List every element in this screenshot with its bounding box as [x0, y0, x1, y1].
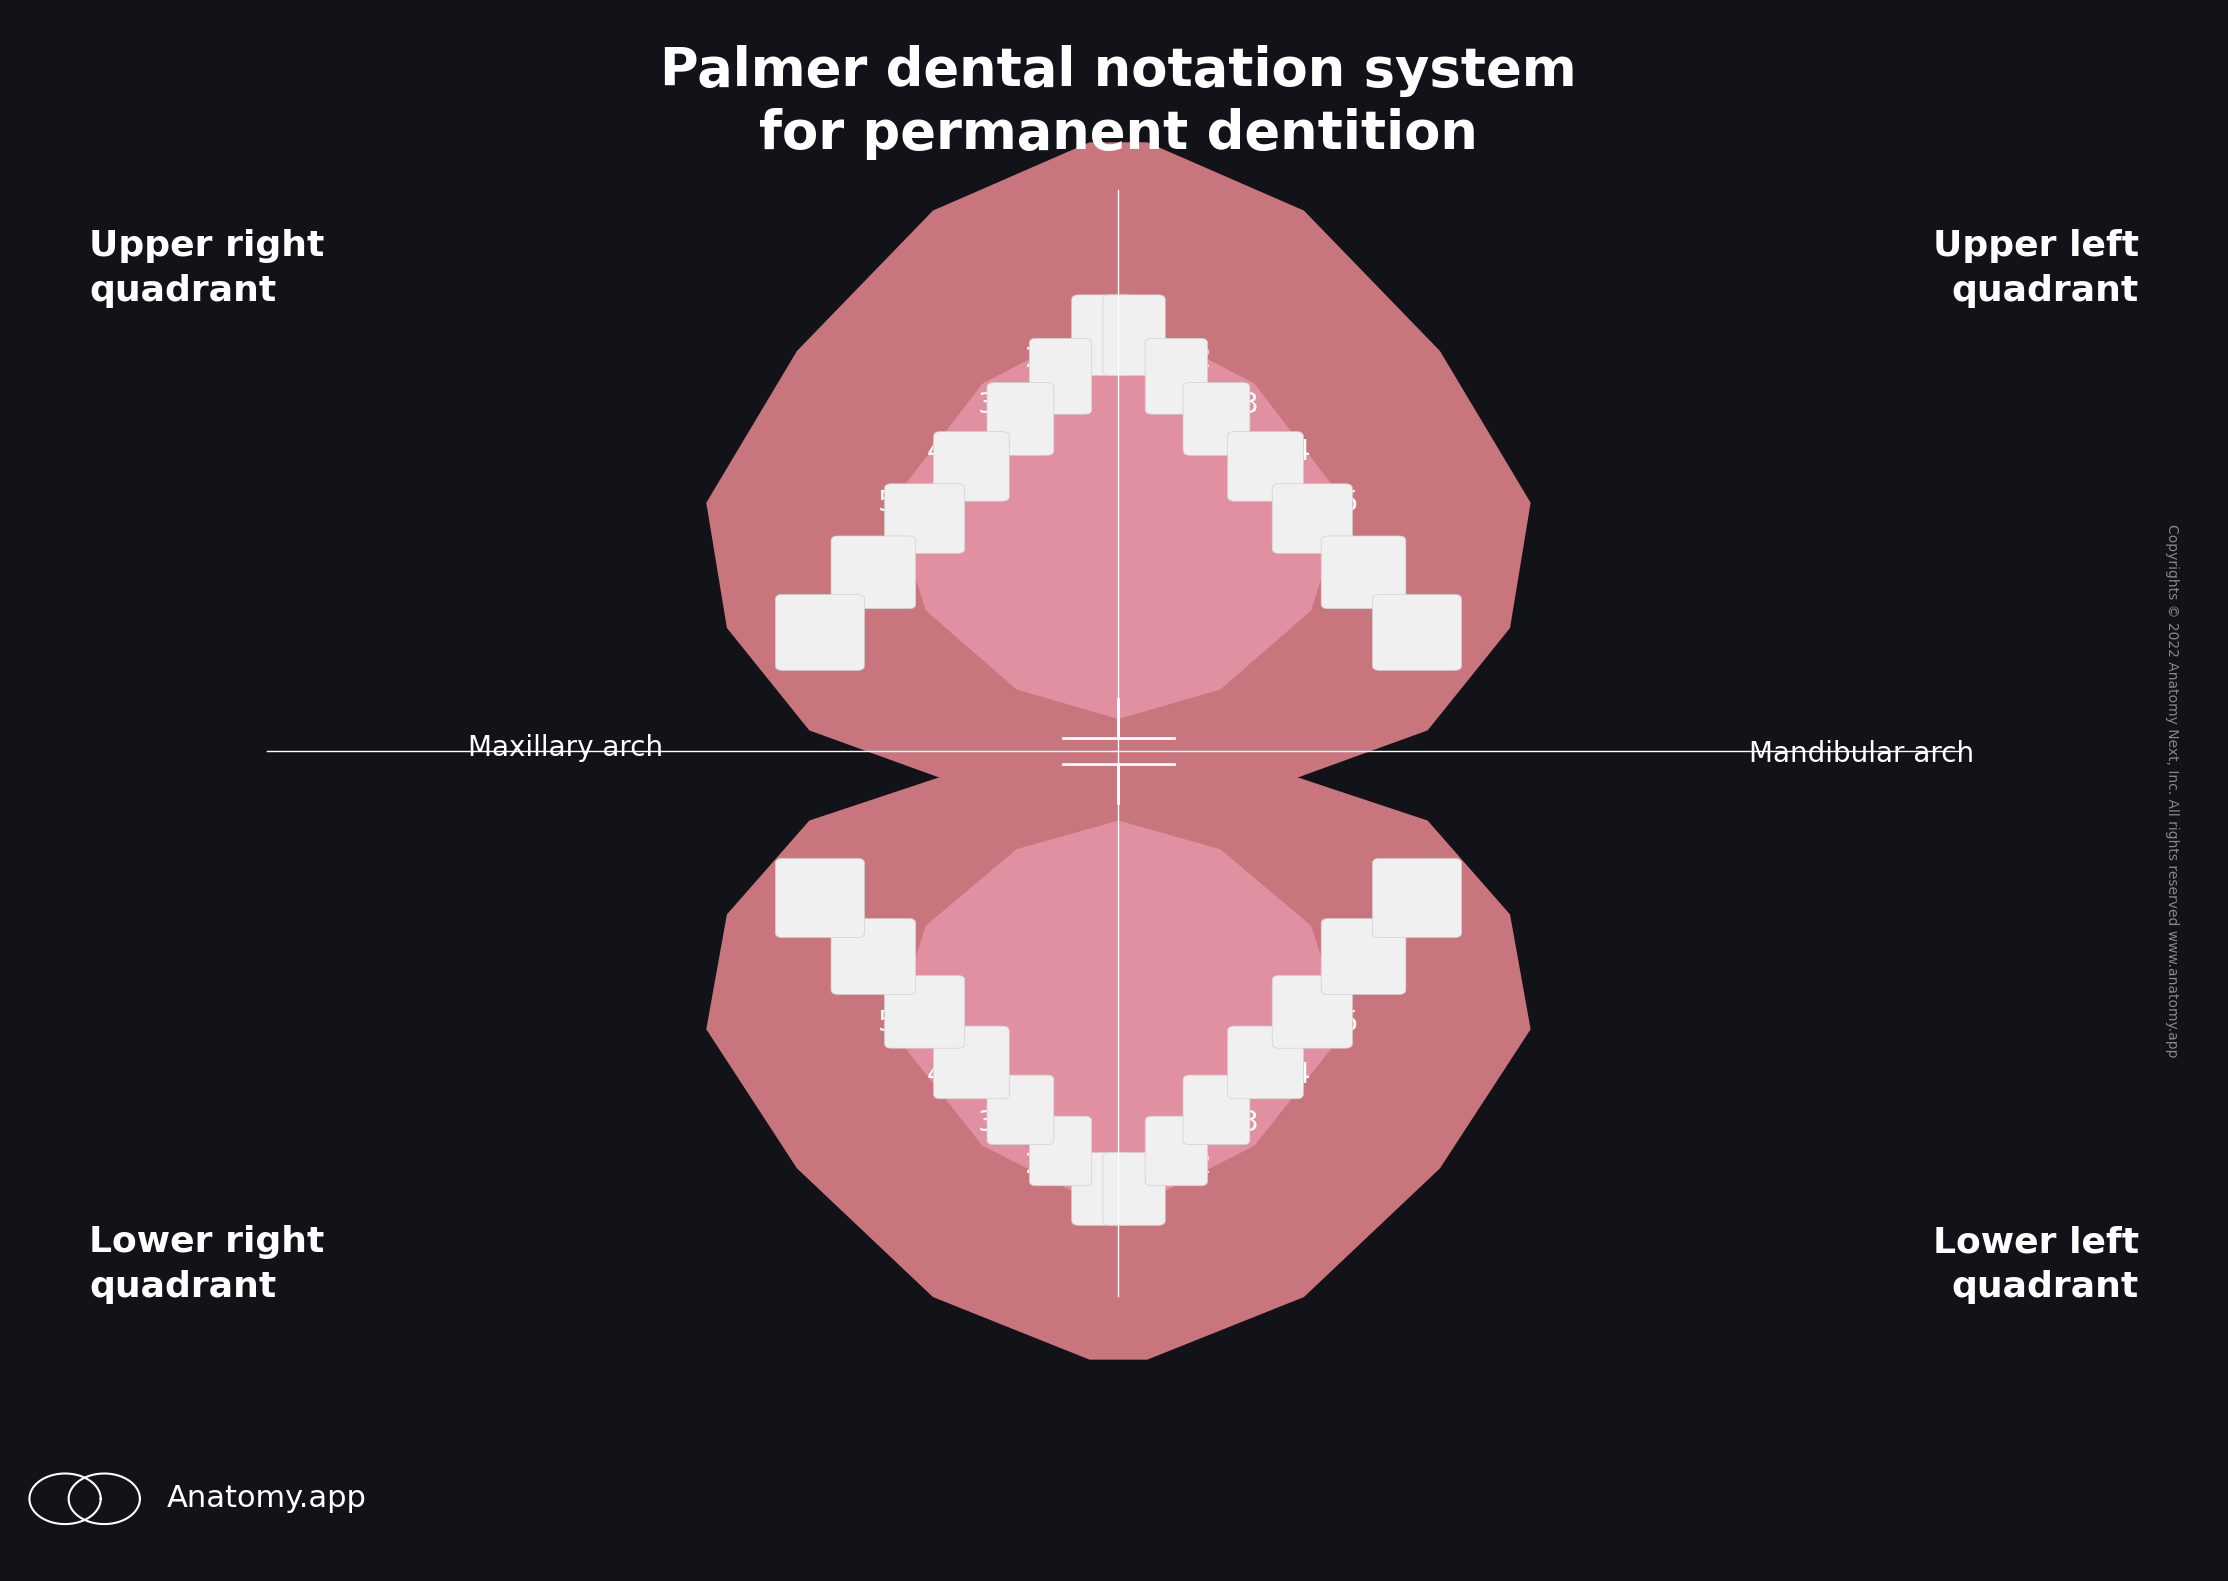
- Text: Maxillary arch: Maxillary arch: [468, 734, 664, 762]
- Polygon shape: [706, 762, 1531, 1360]
- Text: 6: 6: [833, 953, 851, 982]
- FancyBboxPatch shape: [831, 536, 916, 609]
- Text: 3: 3: [1241, 1108, 1259, 1137]
- Text: 1: 1: [1145, 302, 1163, 330]
- FancyBboxPatch shape: [1321, 536, 1406, 609]
- FancyBboxPatch shape: [987, 383, 1054, 455]
- FancyBboxPatch shape: [1029, 338, 1092, 414]
- Text: 6: 6: [1386, 953, 1404, 982]
- Text: 2: 2: [1194, 345, 1212, 373]
- Text: for permanent dentition: for permanent dentition: [760, 109, 1477, 160]
- Text: Copyrights © 2022 Anatomy Next, Inc. All rights reserved www.anatomy.app: Copyrights © 2022 Anatomy Next, Inc. All…: [2166, 523, 2179, 1058]
- Polygon shape: [706, 142, 1531, 795]
- Text: Mandibular arch: Mandibular arch: [1749, 740, 1974, 768]
- Text: 7: 7: [1435, 596, 1453, 624]
- FancyBboxPatch shape: [1029, 1116, 1092, 1186]
- FancyBboxPatch shape: [775, 858, 864, 938]
- FancyBboxPatch shape: [934, 432, 1009, 501]
- FancyBboxPatch shape: [1072, 1153, 1134, 1225]
- Text: 5: 5: [1341, 489, 1359, 517]
- Text: 4: 4: [1292, 1061, 1310, 1089]
- FancyBboxPatch shape: [831, 919, 916, 994]
- Text: Upper right
quadrant: Upper right quadrant: [89, 229, 325, 308]
- Text: 5: 5: [878, 489, 896, 517]
- FancyBboxPatch shape: [1183, 383, 1250, 455]
- Text: 3: 3: [978, 391, 996, 419]
- Text: 2: 2: [1025, 1151, 1043, 1179]
- FancyBboxPatch shape: [1103, 294, 1165, 375]
- Text: 1: 1: [1074, 1187, 1092, 1216]
- FancyBboxPatch shape: [934, 1026, 1009, 1099]
- FancyBboxPatch shape: [775, 594, 864, 670]
- FancyBboxPatch shape: [1372, 594, 1462, 670]
- Text: Lower right
quadrant: Lower right quadrant: [89, 1225, 325, 1304]
- FancyBboxPatch shape: [1272, 975, 1352, 1048]
- Text: 5: 5: [1341, 1009, 1359, 1037]
- Text: 3: 3: [1241, 391, 1259, 419]
- FancyBboxPatch shape: [1321, 919, 1406, 994]
- FancyBboxPatch shape: [885, 975, 965, 1048]
- FancyBboxPatch shape: [1272, 484, 1352, 553]
- Text: 6: 6: [833, 539, 851, 568]
- Text: 2: 2: [1025, 345, 1043, 373]
- Text: 7: 7: [784, 895, 802, 923]
- Text: 4: 4: [927, 438, 945, 466]
- Text: 4: 4: [1292, 438, 1310, 466]
- Text: Palmer dental notation system: Palmer dental notation system: [659, 46, 1577, 96]
- Text: 2: 2: [1194, 1151, 1212, 1179]
- FancyBboxPatch shape: [1228, 1026, 1303, 1099]
- Text: Anatomy.app: Anatomy.app: [167, 1485, 368, 1513]
- Text: 7: 7: [1435, 895, 1453, 923]
- FancyBboxPatch shape: [885, 484, 965, 553]
- Text: 6: 6: [1386, 539, 1404, 568]
- Text: Upper left
quadrant: Upper left quadrant: [1932, 229, 2139, 308]
- Text: 5: 5: [878, 1009, 896, 1037]
- FancyBboxPatch shape: [1103, 1153, 1165, 1225]
- Polygon shape: [891, 821, 1346, 1203]
- FancyBboxPatch shape: [987, 1075, 1054, 1145]
- FancyBboxPatch shape: [1228, 432, 1303, 501]
- Text: 1: 1: [1145, 1187, 1163, 1216]
- FancyBboxPatch shape: [1183, 1075, 1250, 1145]
- FancyBboxPatch shape: [1145, 1116, 1208, 1186]
- Text: Lower left
quadrant: Lower left quadrant: [1932, 1225, 2139, 1304]
- Text: 4: 4: [927, 1061, 945, 1089]
- FancyBboxPatch shape: [1145, 338, 1208, 414]
- Polygon shape: [891, 324, 1346, 719]
- FancyBboxPatch shape: [1372, 858, 1462, 938]
- Text: 3: 3: [978, 1108, 996, 1137]
- Text: 7: 7: [784, 596, 802, 624]
- FancyBboxPatch shape: [1072, 294, 1134, 375]
- Text: 1: 1: [1074, 302, 1092, 330]
